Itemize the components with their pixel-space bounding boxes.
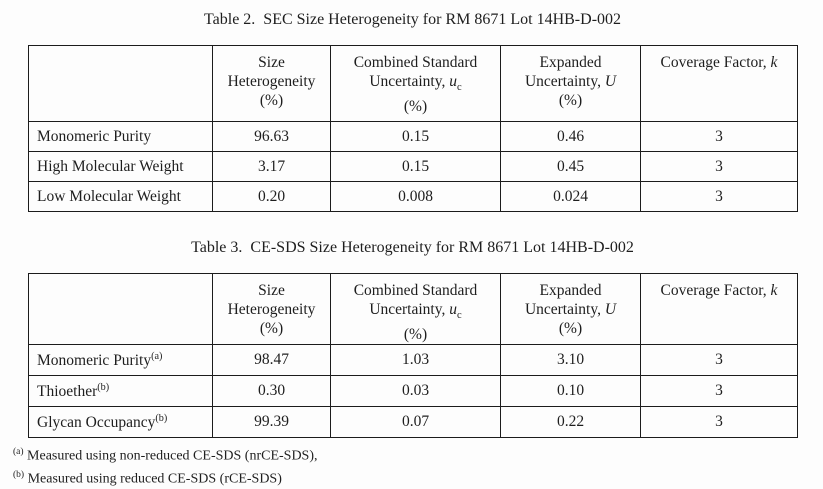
table-3-caption-text: Table 3. CE-SDS Size Heterogeneity for R… [191, 239, 634, 256]
table-2-title: Table 2. SEC Size Heterogeneity for RM 8… [28, 11, 797, 29]
row-label: Glycan Occupancy(b) [28, 406, 213, 439]
cell-value: 0.46 [500, 121, 641, 152]
cell-value: 3.17 [212, 151, 331, 182]
sec-table: Size Heterogeneity (%) Combined Standard… [28, 45, 798, 212]
uc-symbol: u [449, 73, 457, 90]
cell-value: 0.07 [330, 406, 501, 439]
sec-header-blank [28, 45, 213, 122]
footnote-a: (a) Measured using non-reduced CE-SDS (n… [13, 443, 823, 466]
footnote-ref-b: (b) [97, 381, 110, 393]
uc-subscript: c [456, 310, 462, 322]
cell-value: 3 [640, 375, 798, 408]
table-row: Low Molecular Weight 0.20 0.008 0.024 3 [28, 181, 798, 212]
footnote-b-marker: (b) [13, 470, 25, 481]
cell-value: 0.03 [330, 375, 501, 408]
cesds-header-blank [28, 272, 213, 346]
cell-value: 0.45 [500, 151, 641, 182]
footnote-a-marker: (a) [13, 447, 24, 458]
cesds-header-coverage-factor: Coverage Factor, k [640, 272, 798, 346]
cesds-table-header-row: Size Heterogeneity (%) Combined Standard… [28, 272, 798, 346]
table-row: Monomeric Purity(a) 98.47 1.03 3.10 3 [28, 344, 798, 377]
uc-subscript: c [456, 82, 462, 94]
footnote-a-text: Measured using non-reduced CE-SDS (nrCE-… [23, 448, 318, 464]
cesds-header-combined-uncertainty: Combined Standard Uncertainty, uc (%) [330, 272, 501, 346]
row-label: Low Molecular Weight [28, 181, 213, 212]
footnote-b: (b) Measured using reduced CE-SDS (rCE-S… [13, 466, 823, 489]
uc-symbol: u [449, 301, 457, 318]
cell-value: 0.008 [330, 181, 501, 212]
cell-value: 0.10 [500, 375, 641, 408]
row-label: Monomeric Purity [28, 121, 213, 152]
row-label: Monomeric Purity(a) [28, 344, 213, 377]
cell-value: 3 [640, 151, 798, 182]
U-symbol: U [604, 73, 617, 90]
footnote-ref-a: (a) [151, 350, 163, 362]
U-symbol: U [604, 301, 617, 318]
cell-value: 0.20 [212, 181, 331, 212]
table-row: High Molecular Weight 3.17 0.15 0.45 3 [28, 151, 798, 182]
cell-value: 1.03 [330, 344, 501, 377]
cell-value: 3.10 [500, 344, 641, 377]
cell-value: 0.30 [212, 375, 331, 408]
cell-value: 0.024 [500, 181, 641, 212]
document-page: Table 2. SEC Size Heterogeneity for RM 8… [13, 11, 798, 487]
cell-value: 3 [640, 121, 798, 152]
footnotes: (a) Measured using non-reduced CE-SDS (n… [13, 443, 823, 489]
cesds-table: Size Heterogeneity (%) Combined Standard… [28, 272, 798, 439]
cell-value: 0.15 [330, 151, 501, 182]
footnote-b-text: Measured using reduced CE-SDS (rCE-SDS) [24, 471, 282, 487]
cell-value: 98.47 [212, 344, 331, 377]
row-label: Thioether(b) [28, 375, 213, 408]
table-row: Thioether(b) 0.30 0.03 0.10 3 [28, 375, 798, 408]
k-symbol: k [770, 282, 778, 299]
footnote-ref-b: (b) [155, 412, 168, 424]
row-label: High Molecular Weight [28, 151, 213, 182]
table-3-title: Table 3. CE-SDS Size Heterogeneity for R… [28, 239, 797, 257]
sec-header-expanded-uncertainty: Expanded Uncertainty, U (%) [500, 45, 641, 122]
cell-value: 99.39 [212, 406, 331, 439]
cell-value: 0.22 [500, 406, 641, 439]
cell-value: 3 [640, 406, 798, 439]
table-row: Monomeric Purity 96.63 0.15 0.46 3 [28, 121, 798, 152]
cesds-header-size-heterogeneity: Size Heterogeneity (%) [212, 272, 331, 346]
sec-header-coverage-factor: Coverage Factor, k [640, 45, 798, 122]
cell-value: 3 [640, 344, 798, 377]
table-2-caption-text: Table 2. SEC Size Heterogeneity for RM 8… [203, 11, 622, 28]
sec-table-header-row: Size Heterogeneity (%) Combined Standard… [28, 45, 798, 122]
sec-header-combined-uncertainty: Combined Standard Uncertainty, uc (%) [330, 45, 501, 122]
k-symbol: k [770, 54, 778, 71]
cell-value: 0.15 [330, 121, 501, 152]
cesds-header-expanded-uncertainty: Expanded Uncertainty, U (%) [500, 272, 641, 346]
sec-header-size-heterogeneity: Size Heterogeneity (%) [212, 45, 331, 122]
table-row: Glycan Occupancy(b) 99.39 0.07 0.22 3 [28, 406, 798, 439]
cell-value: 3 [640, 181, 798, 212]
cell-value: 96.63 [212, 121, 331, 152]
